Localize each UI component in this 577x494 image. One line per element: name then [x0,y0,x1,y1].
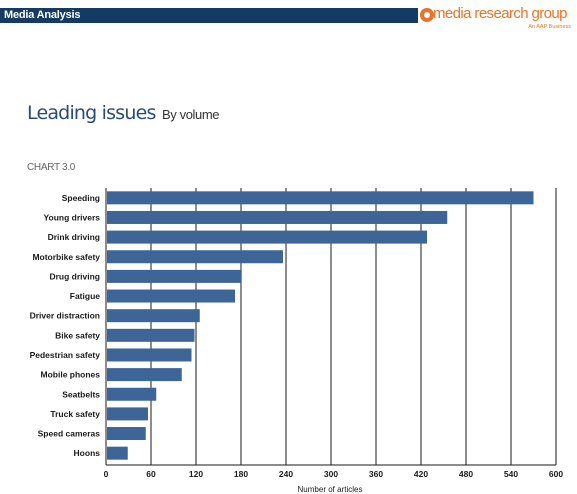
category-label: Drink driving [48,232,100,242]
header-bar: Media Analysis [0,8,418,23]
bar [107,427,146,441]
x-tick-label: 240 [279,469,293,479]
category-label: Drug driving [49,271,100,281]
page-subtitle: By volume [162,107,220,122]
category-label: Driver distraction [30,311,100,321]
x-tick-label: 480 [459,469,473,479]
x-axis-label: Number of articles [298,485,363,494]
category-label: Motorbike safety [32,252,100,262]
x-tick-label: 60 [146,469,156,479]
category-label: Mobile phones [41,370,101,380]
page-heading: Leading issues By volume [27,102,220,124]
x-tick-label: 180 [234,469,248,479]
brand-name: media research group [433,5,568,22]
bar [107,250,283,264]
header-title: Media Analysis [4,9,81,21]
x-tick-label: 120 [189,469,203,479]
x-tick-label: 360 [369,469,383,479]
brand-circle-icon [420,8,434,22]
bar [107,191,534,205]
brand-logo-block: media research group An AAP Business [420,5,577,35]
bar [107,407,148,421]
bar [107,328,195,342]
x-tick-label: 300 [324,469,338,479]
bar [107,289,235,303]
category-label: Hoons [74,448,101,458]
category-label: Bike safety [55,330,100,340]
category-label: Speeding [62,193,100,203]
x-tick-label: 600 [549,469,563,479]
category-label: Truck safety [50,409,100,419]
x-tick-label: 420 [414,469,428,479]
bar [107,269,241,283]
bar [107,348,192,362]
category-label: Seatbelts [62,389,100,399]
bar [107,368,182,382]
category-label: Pedestrian safety [30,350,101,360]
brand-tagline: An AAP Business [528,24,571,30]
chart-label: CHART 3.0 [27,162,76,173]
bar [107,446,128,460]
bar [107,210,448,224]
bar [107,309,200,323]
x-tick-label: 540 [504,469,518,479]
category-label: Speed cameras [38,429,101,439]
category-label: Young drivers [43,212,100,222]
page-title: Leading issues [27,102,156,124]
bar [107,387,157,401]
category-label: Fatigue [70,291,100,301]
bar [107,230,427,244]
x-tick-label: 0 [104,469,109,479]
